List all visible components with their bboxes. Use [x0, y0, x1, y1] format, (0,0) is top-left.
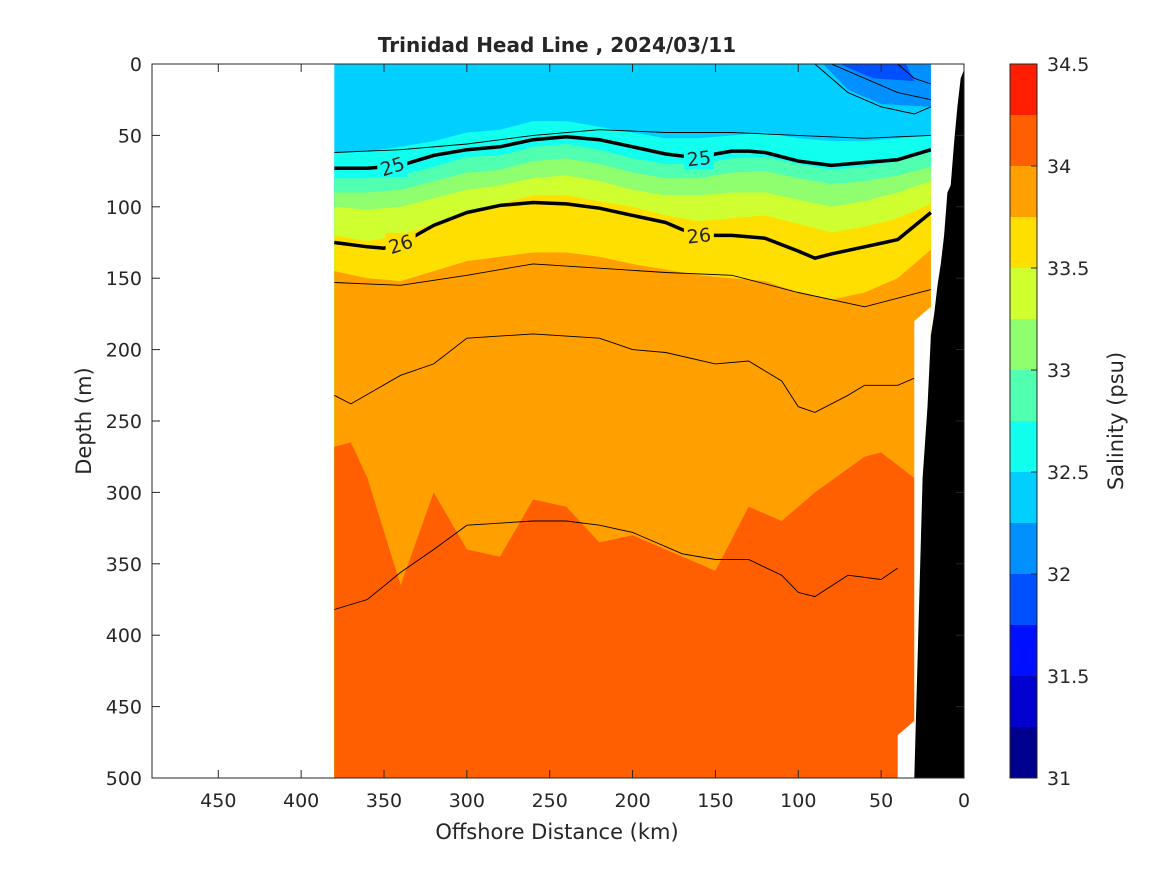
x-tick-label-1: 400 — [283, 790, 319, 812]
salinity-contour-3 — [334, 520, 898, 610]
y-tick-label-2: 100 — [106, 197, 142, 219]
salinity-band-7 — [334, 442, 915, 778]
x-tick-label-2: 350 — [366, 790, 402, 812]
y-tick-label-7: 350 — [106, 554, 142, 576]
colorbar-tick-label-2: 32 — [1047, 564, 1071, 586]
isopycnal-label-bg-2 — [385, 232, 416, 255]
salinity-contour-2 — [334, 333, 915, 413]
colorbar-frame — [1009, 63, 1038, 779]
seafloor-bathymetry — [914, 69, 964, 778]
y-tick-label-6: 300 — [106, 482, 142, 504]
colorbar-swatch-12 — [1010, 115, 1037, 166]
colorbar-swatch-4 — [1010, 523, 1037, 574]
colorbar-swatch-13 — [1010, 64, 1037, 115]
y-tick-label-0: 0 — [130, 54, 142, 76]
colorbar-swatch-11 — [1010, 166, 1037, 217]
isopycnal-26 — [334, 200, 933, 260]
colorbar: 31 31.5 32 32.5 33 33.5 34 34.5 — [1009, 54, 1089, 790]
upper-contour-0 — [831, 64, 931, 101]
colorbar-swatch-8 — [1010, 319, 1037, 370]
y-axis-ticks: 0 50 100 150 200 250 300 350 400 450 500 — [106, 54, 964, 790]
bathymetry-layer — [897, 69, 964, 778]
isopycnal-label-bg-1 — [683, 147, 714, 170]
y-tick-label-1: 50 — [118, 125, 142, 147]
isopycnal-label-1: 25 — [686, 147, 712, 171]
isopycnal-label-3: 26 — [686, 224, 712, 248]
colorbar-tick-label-0: 31 — [1047, 768, 1071, 790]
isopycnal-25 — [334, 135, 932, 170]
upper-contour-1 — [814, 64, 932, 115]
colorbar-tick-label-5: 33.5 — [1047, 258, 1089, 280]
isopycnal-label-bg-3 — [683, 224, 714, 247]
y-tick-label-10: 500 — [106, 768, 142, 790]
x-tick-label-5: 200 — [614, 790, 650, 812]
x-axis-ticks: 450 400 350 300 250 200 150 100 50 0 — [200, 64, 970, 812]
colorbar-swatch-9 — [1010, 268, 1037, 319]
salinity-contour-layer — [334, 64, 932, 610]
chart-title: Trinidad Head Line , 2024/03/11 — [378, 33, 736, 57]
colorbar-swatch-0 — [1010, 727, 1037, 778]
colorbar-swatch-1 — [1010, 676, 1037, 727]
y-tick-label-9: 450 — [106, 697, 142, 719]
salinity-contour-0 — [334, 129, 931, 153]
x-tick-label-3: 300 — [449, 790, 485, 812]
x-tick-label-9: 0 — [958, 790, 970, 812]
colorbar-tick-label-7: 34.5 — [1047, 54, 1089, 76]
colorbar-label: Salinity (psu) — [1104, 352, 1128, 490]
y-axis-label: Depth (m) — [72, 367, 96, 474]
y-tick-label-8: 400 — [106, 625, 142, 647]
y-tick-label-5: 250 — [106, 411, 142, 433]
colorbar-swatch-3 — [1010, 574, 1037, 625]
salinity-fill-layer — [334, 64, 931, 778]
colorbar-swatch-10 — [1010, 217, 1037, 268]
colorbar-tick-label-1: 31.5 — [1047, 666, 1089, 688]
colorbar-tick-label-3: 32.5 — [1047, 462, 1089, 484]
colorbar-tick-label-6: 34 — [1047, 156, 1071, 178]
colorbar-tick-label-4: 33 — [1047, 360, 1071, 382]
x-tick-label-8: 50 — [869, 790, 893, 812]
colorbar-swatch-5 — [1010, 472, 1037, 523]
isopycnal-label-bg-0 — [377, 155, 408, 178]
x-tick-label-0: 450 — [200, 790, 236, 812]
upper-contour-2 — [897, 64, 932, 85]
y-tick-label-3: 150 — [106, 268, 142, 290]
salinity-pocket-31-75 — [839, 64, 915, 82]
salinity-contour-1 — [334, 263, 932, 308]
x-tick-label-6: 150 — [697, 790, 733, 812]
x-axis-label: Offshore Distance (km) — [435, 820, 678, 844]
colorbar-swatch-2 — [1010, 625, 1037, 676]
colorbar-swatch-7 — [1010, 370, 1037, 421]
colorbar-swatch-6 — [1010, 421, 1037, 472]
x-tick-label-7: 100 — [780, 790, 816, 812]
y-tick-label-4: 200 — [106, 340, 142, 362]
x-tick-label-4: 250 — [532, 790, 568, 812]
